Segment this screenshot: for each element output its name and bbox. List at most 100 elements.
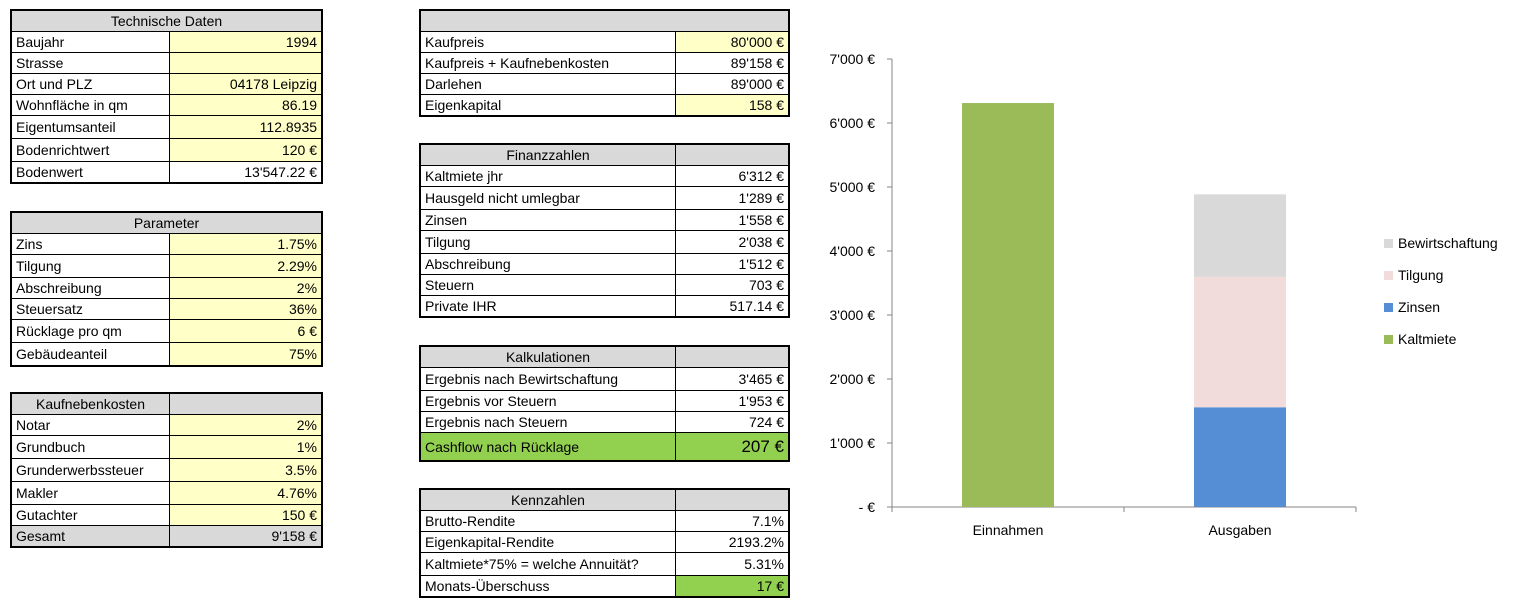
value-cell: 703 €	[675, 274, 789, 296]
row-label: Hausgeld nicht umlegbar	[420, 186, 676, 210]
legend-label-kaltmiete: Kaltmiete	[1398, 331, 1457, 347]
row-label: Bodenrichtwert	[11, 138, 170, 162]
row-label: Kaltmiete*75% = welche Annuität?	[420, 552, 676, 576]
header-blank	[675, 489, 789, 511]
row-label: Makler	[11, 481, 170, 505]
input-cell[interactable]: 3.5%	[169, 458, 322, 482]
row-label: Zins	[11, 233, 170, 255]
bar-bewirtschaftung-ausgaben	[1194, 194, 1286, 277]
input-cell[interactable]: 1%	[169, 435, 322, 459]
value-cell: 89'000 €	[675, 73, 789, 95]
row-label: Gutachter	[11, 504, 170, 526]
value-cell: 7.1%	[675, 510, 789, 532]
legend-label-tilgung: Tilgung	[1398, 267, 1443, 283]
row-label: Ort und PLZ	[11, 73, 170, 95]
table-title: Technische Daten	[10, 10, 323, 32]
row-label: Wohnfläche in qm	[11, 94, 170, 116]
row-label: Gebäudeanteil	[11, 342, 170, 366]
kennzahlen-table: Kennzahlen Brutto-Rendite 7.1% Eigenkapit…	[419, 488, 790, 598]
y-tick-label: 2'000 €	[830, 371, 876, 387]
header-blank	[420, 10, 789, 32]
row-label: Zinsen	[420, 209, 676, 231]
row-label: Kaufpreis + Kaufnebenkosten	[420, 52, 676, 74]
input-cell[interactable]: 36%	[168, 298, 323, 320]
input-cell[interactable]: 158 €	[675, 94, 789, 116]
input-cell[interactable]: 86.19	[168, 94, 323, 116]
value-cell: 3'465 €	[675, 367, 789, 391]
input-cell[interactable]: 6 €	[168, 319, 323, 343]
input-cell[interactable]: 150 €	[169, 504, 322, 526]
legend-swatch-kaltmiete	[1384, 335, 1393, 344]
input-cell[interactable]: 120 €	[168, 138, 323, 162]
row-label: Tilgung	[11, 254, 170, 278]
table-title: Kaufnebenkosten	[11, 393, 170, 415]
bar-kaltmiete-einnahmen	[962, 103, 1054, 508]
row-label: Eigenkapital	[420, 94, 676, 116]
row-label: Steuersatz	[11, 298, 170, 320]
table-title: Finanzzahlen	[420, 144, 676, 166]
input-cell[interactable]: 2.29%	[168, 254, 323, 278]
y-tick-label: 6'000 €	[830, 115, 876, 131]
value-cell: 13'547.22 €	[168, 161, 323, 183]
y-tick-label: 5'000 €	[830, 179, 876, 195]
row-label: Eigenkapital-Rendite	[420, 531, 676, 553]
value-cell: 1'512 €	[675, 253, 789, 275]
input-cell[interactable]: 1994	[168, 31, 323, 53]
legend-swatch-tilgung	[1384, 271, 1393, 280]
parameter-table: Parameter Zins 1.75% Tilgung 2.29% Abschre…	[9, 211, 324, 367]
row-label: Brutto-Rendite	[420, 510, 676, 532]
monats-ueberschuss-value: 17 €	[675, 575, 789, 597]
cashflow-value: 207 €	[675, 432, 789, 461]
x-tick-label: Einnahmen	[973, 522, 1044, 538]
technische-daten-table: Technische Daten Baujahr 1994 Strasse Ort…	[9, 9, 324, 184]
row-label: Tilgung	[420, 230, 676, 254]
input-cell[interactable]	[168, 52, 323, 74]
y-tick-label: - €	[859, 499, 876, 515]
row-label: Eigentumsanteil	[11, 115, 170, 139]
y-tick-label: 4'000 €	[830, 243, 876, 259]
row-label: Kaufpreis	[420, 31, 676, 53]
input-cell[interactable]: 2%	[169, 414, 322, 436]
row-label: Abschreibung	[11, 277, 170, 299]
row-label: Notar	[11, 414, 170, 436]
stacked-bar-chart: - € 1'000 € 2'000 € 3'000 € 4'000 € 5'000 € 6'…	[830, 51, 1498, 538]
row-label: Strasse	[11, 52, 170, 74]
finanzzahlen-table: Finanzzahlen Kaltmiete jhr 6'312 € Hausge…	[419, 143, 790, 318]
input-cell[interactable]: 4.76%	[169, 481, 322, 505]
value-cell: 89'158 €	[675, 52, 789, 74]
value-cell: 2'038 €	[675, 230, 789, 254]
legend-label-bewirtschaftung: Bewirtschaftung	[1398, 235, 1498, 251]
row-label: Grunderwerbssteuer	[11, 458, 170, 482]
value-cell: 517.14 €	[675, 295, 789, 317]
y-tick-label: 7'000 €	[830, 51, 876, 67]
legend-label-zinsen: Zinsen	[1398, 299, 1440, 315]
row-label: Abschreibung	[420, 253, 676, 275]
row-label: Grundbuch	[11, 435, 170, 459]
input-cell[interactable]: 2%	[168, 277, 323, 299]
input-cell[interactable]: 80'000 €	[675, 31, 789, 53]
value-cell: 1'289 €	[675, 186, 789, 210]
value-cell: 1'558 €	[675, 209, 789, 231]
input-cell[interactable]: 1.75%	[168, 233, 323, 255]
row-label: Baujahr	[11, 31, 170, 53]
input-cell[interactable]: 112.8935	[168, 115, 323, 139]
table-title: Kalkulationen	[420, 346, 676, 368]
total-value: 9'158 €	[169, 525, 322, 547]
bar-zinsen-ausgaben	[1194, 407, 1286, 507]
row-label: Ergebnis vor Steuern	[420, 390, 676, 412]
kaufnebenkosten-table: Kaufnebenkosten Notar 2% Grundbuch 1% Grun…	[10, 392, 323, 548]
legend-swatch-zinsen	[1384, 303, 1393, 312]
table-title: Kennzahlen	[420, 489, 676, 511]
header-blank	[169, 393, 322, 415]
value-cell: 724 €	[675, 411, 789, 433]
value-cell: 2193.2%	[675, 531, 789, 553]
row-label: Ergebnis nach Bewirtschaftung	[420, 367, 676, 391]
input-cell[interactable]: 75%	[168, 342, 323, 366]
input-cell[interactable]: 04178 Leipzig	[168, 73, 323, 95]
header-blank	[675, 144, 789, 166]
row-label: Monats-Überschuss	[420, 575, 676, 597]
row-label: Kaltmiete jhr	[420, 165, 676, 187]
cashflow-label: Cashflow nach Rücklage	[420, 432, 676, 461]
header-blank	[675, 346, 789, 368]
row-label: Ergebnis nach Steuern	[420, 411, 676, 433]
